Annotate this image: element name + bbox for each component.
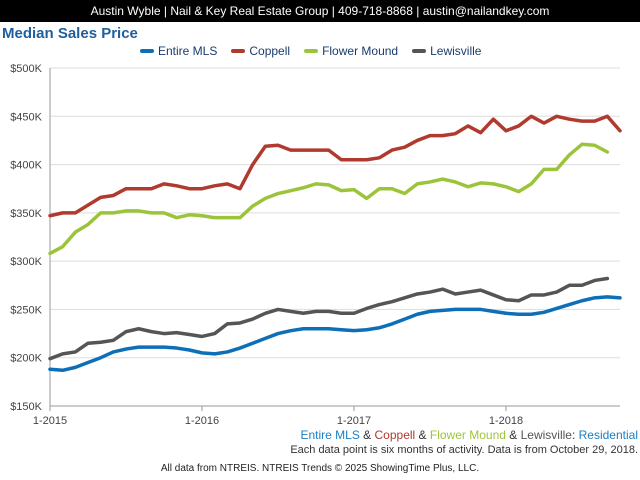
caption-part: & bbox=[505, 428, 521, 442]
chart-legend: Entire MLS Coppell Flower Mound Lewisvil… bbox=[140, 44, 481, 58]
chart-title: Median Sales Price bbox=[2, 25, 138, 42]
legend-swatch bbox=[231, 49, 246, 53]
y-tick-label: $200K bbox=[10, 353, 42, 365]
data-note: Each data point is six months of activit… bbox=[290, 444, 638, 456]
caption-part: & bbox=[359, 428, 375, 442]
caption-part: & bbox=[415, 428, 430, 442]
legend-label: Entire MLS bbox=[158, 44, 218, 58]
footer-text: All data from NTREIS. NTREIS Trends © 20… bbox=[160, 463, 480, 474]
legend-label: Coppell bbox=[249, 44, 291, 58]
header-bar: Austin Wyble | Nail & Key Real Estate Gr… bbox=[0, 0, 640, 22]
y-tick-label: $350K bbox=[10, 208, 42, 220]
legend-swatch bbox=[412, 49, 427, 53]
legend-swatch bbox=[140, 49, 154, 53]
y-tick-label: $500K bbox=[10, 63, 42, 75]
series-line-entire-mls bbox=[48, 295, 622, 373]
y-tick-label: $250K bbox=[10, 304, 42, 316]
y-tick-label: $300K bbox=[10, 256, 42, 268]
series-line-lewisville bbox=[48, 276, 610, 361]
caption-part: Entire MLS bbox=[300, 428, 360, 442]
y-tick-label: $450K bbox=[10, 111, 42, 123]
chart-caption: Entire MLS & Coppell & Flower Mound & Le… bbox=[300, 428, 638, 442]
x-tick-label: 1-2017 bbox=[337, 415, 371, 427]
x-tick-label: 1-2016 bbox=[185, 415, 219, 427]
series-line-flower-mound bbox=[48, 142, 610, 256]
series-line-coppell bbox=[48, 114, 622, 218]
caption-part: Flower Mound bbox=[429, 428, 506, 442]
caption-part: Lewisville bbox=[520, 428, 572, 442]
y-tick-label: $400K bbox=[10, 160, 42, 172]
x-tick-label: 1-2018 bbox=[489, 415, 523, 427]
header-text: Austin Wyble | Nail & Key Real Estate Gr… bbox=[90, 4, 550, 18]
x-tick-label: 1-2015 bbox=[33, 415, 67, 427]
y-tick-label: $150K bbox=[10, 401, 42, 413]
caption-part: : bbox=[571, 428, 579, 442]
caption-part: Coppell bbox=[374, 428, 416, 442]
legend-item-flower-mound: Flower Mound bbox=[304, 44, 398, 58]
legend-item-entire-mls: Entire MLS bbox=[140, 44, 217, 58]
legend-swatch bbox=[304, 49, 319, 53]
caption-part: Residential bbox=[578, 428, 638, 442]
legend-label: Flower Mound bbox=[322, 44, 399, 58]
legend-item-coppell: Coppell bbox=[231, 44, 290, 58]
legend-item-lewisville: Lewisville bbox=[412, 44, 481, 58]
legend-label: Lewisville bbox=[430, 44, 482, 58]
